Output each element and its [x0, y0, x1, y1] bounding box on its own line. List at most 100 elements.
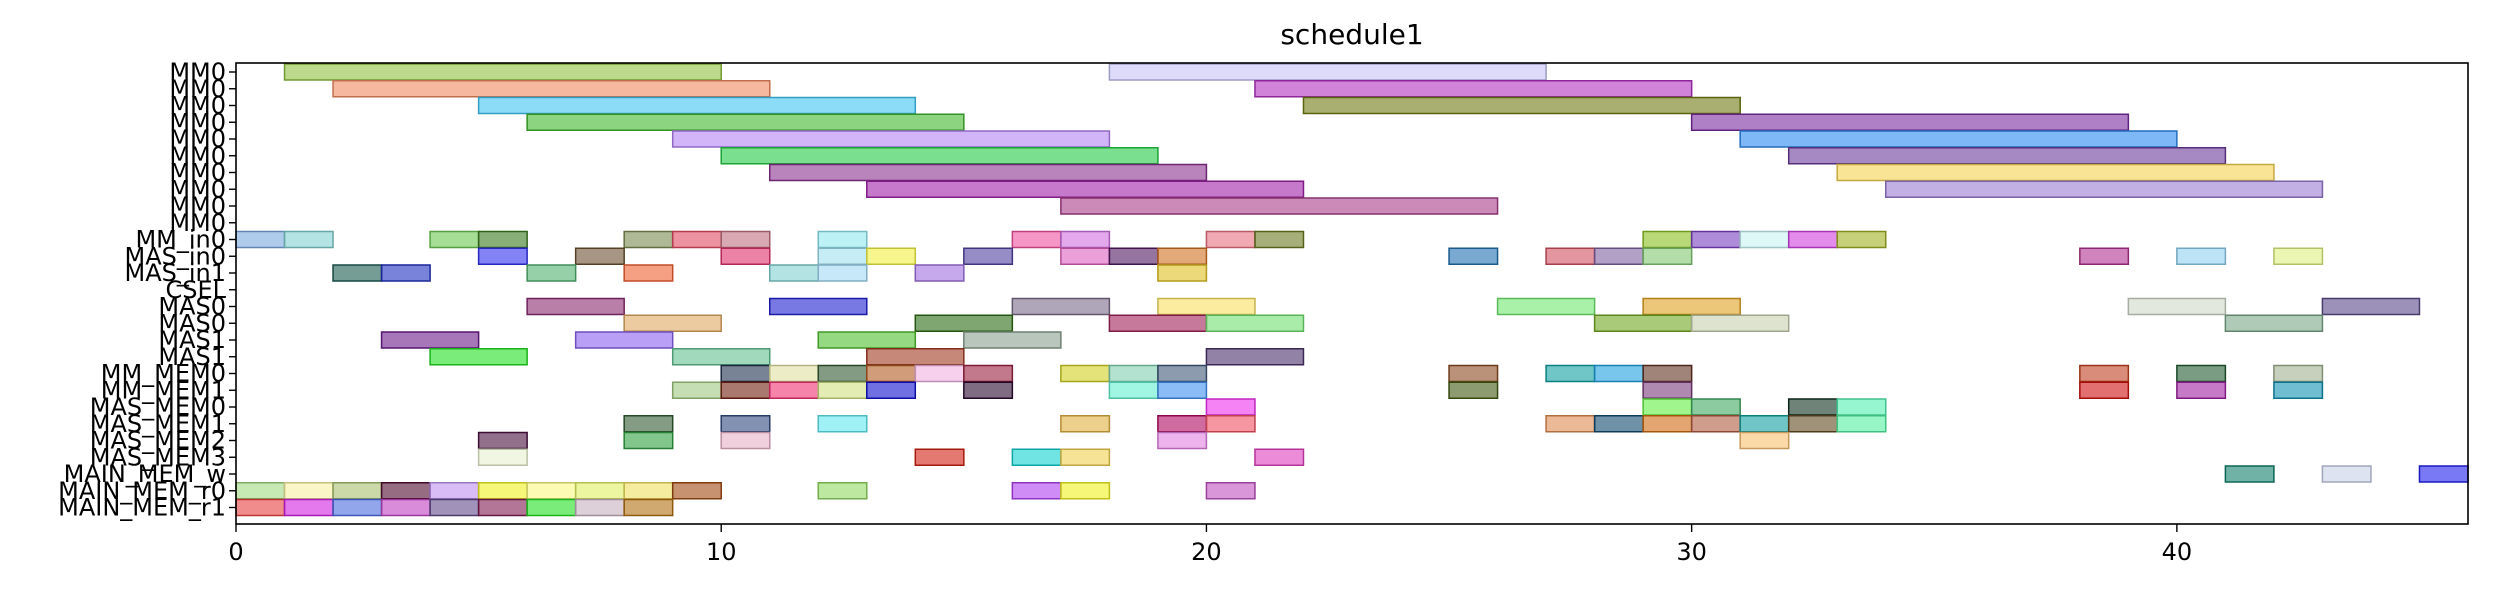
task-bar — [623, 498, 674, 517]
row-label: MAS_in1 — [124, 259, 226, 287]
row-label: MM0 — [169, 209, 226, 237]
task-bar — [1108, 247, 1159, 265]
row-label: MAS_MEM3 — [90, 443, 226, 471]
task-bar — [1642, 230, 1693, 249]
row-label: MAS_MEM2 — [90, 427, 226, 455]
task-bar — [332, 264, 383, 282]
task-bar — [2321, 297, 2421, 316]
task-bar — [623, 482, 674, 500]
task-bar — [720, 381, 771, 399]
row-labels: MM0MM0MM0MM0MM0MM0MM0MM0MM0MM0MM_in0MAS_… — [58, 58, 236, 522]
row-label: MM_MEM0 — [101, 360, 226, 388]
task-bar — [526, 113, 965, 131]
task-bar — [720, 247, 771, 265]
row-label: MM0 — [169, 159, 226, 187]
task-bar — [866, 247, 917, 265]
task-bar — [1060, 448, 1111, 466]
task-bar — [1108, 381, 1159, 399]
task-bar — [1060, 364, 1111, 383]
task-bar — [332, 498, 383, 517]
task-bar — [1642, 381, 1693, 399]
task-bar — [623, 415, 674, 433]
task-bar — [380, 498, 431, 517]
row-label: MM_in0 — [135, 226, 226, 254]
task-bar — [1302, 96, 1741, 115]
task-bar — [963, 247, 1014, 265]
task-bar — [2418, 465, 2469, 483]
task-bar — [1157, 247, 1208, 265]
row-label: MM0 — [169, 75, 226, 103]
task-bar — [817, 482, 868, 500]
row-label: MAS0 — [158, 293, 226, 321]
task-bar — [2176, 247, 2227, 265]
task-bar — [1690, 314, 1790, 332]
task-bar — [380, 264, 431, 282]
row-label: MM0 — [169, 92, 226, 120]
task-bar — [2176, 364, 2227, 383]
task-bar — [1836, 163, 2275, 182]
row-label: MAIN_MEM_w — [64, 460, 226, 488]
task-bar — [574, 247, 625, 265]
task-bar — [623, 314, 722, 332]
row-label: MM0 — [169, 125, 226, 153]
task-bar — [817, 264, 868, 282]
task-bar — [429, 498, 480, 517]
row-label: MAS_in0 — [124, 242, 226, 270]
task-bar — [477, 448, 528, 466]
task-bar — [1593, 415, 1644, 433]
task-bar — [1739, 431, 1790, 450]
task-bar — [817, 415, 868, 433]
task-bar — [1545, 415, 1596, 433]
task-bar — [1205, 482, 1256, 500]
task-bar — [768, 297, 868, 316]
task-bar — [866, 180, 1305, 198]
task-bar — [1642, 297, 1741, 316]
task-bar — [1157, 415, 1208, 433]
task-bar — [574, 331, 674, 349]
task-bar — [963, 381, 1014, 399]
row-label: MAS_MEM0 — [90, 393, 226, 421]
row-label: MAS0 — [158, 309, 226, 337]
task-bar — [1205, 314, 1305, 332]
task-bar — [2273, 247, 2324, 265]
task-bar — [1884, 180, 2324, 198]
row-label: MAIN_MEM_r0 — [58, 477, 226, 505]
task-bar — [574, 482, 625, 500]
task-bar — [1448, 364, 1499, 383]
task-bars — [235, 63, 2469, 517]
task-bar — [768, 364, 820, 383]
task-bar — [1205, 398, 1256, 416]
task-bar — [623, 264, 674, 282]
task-bar — [380, 331, 480, 349]
task-bar — [817, 247, 868, 265]
task-bar — [1254, 448, 1305, 466]
task-bar — [1011, 297, 1111, 316]
task-bar — [283, 482, 334, 500]
task-bar — [1254, 80, 1693, 98]
task-bar — [1060, 197, 1499, 215]
task-bar — [1060, 415, 1111, 433]
task-bar — [914, 314, 1014, 332]
row-label: MM0 — [169, 192, 226, 220]
task-bar — [1496, 297, 1596, 316]
task-bar — [1157, 381, 1208, 399]
task-bar — [477, 230, 528, 249]
task-bar — [963, 331, 1062, 349]
task-bar — [1690, 398, 1741, 416]
task-bar — [1157, 297, 1256, 316]
task-bar — [380, 482, 431, 500]
row-label: MM0 — [169, 175, 226, 203]
task-bar — [1448, 247, 1499, 265]
task-bar — [1787, 230, 1838, 249]
task-bar — [671, 381, 722, 399]
task-bar — [720, 230, 771, 249]
task-bar — [235, 498, 286, 517]
row-label: MAS_MEM1 — [90, 410, 226, 438]
task-bar — [1690, 113, 2130, 131]
task-bar — [1011, 448, 1062, 466]
task-bar — [2176, 381, 2227, 399]
task-bar — [235, 482, 286, 500]
row-label: MAS1 — [158, 326, 226, 354]
x-tick-label: 20 — [1191, 538, 1222, 566]
task-bar — [1593, 314, 1693, 332]
